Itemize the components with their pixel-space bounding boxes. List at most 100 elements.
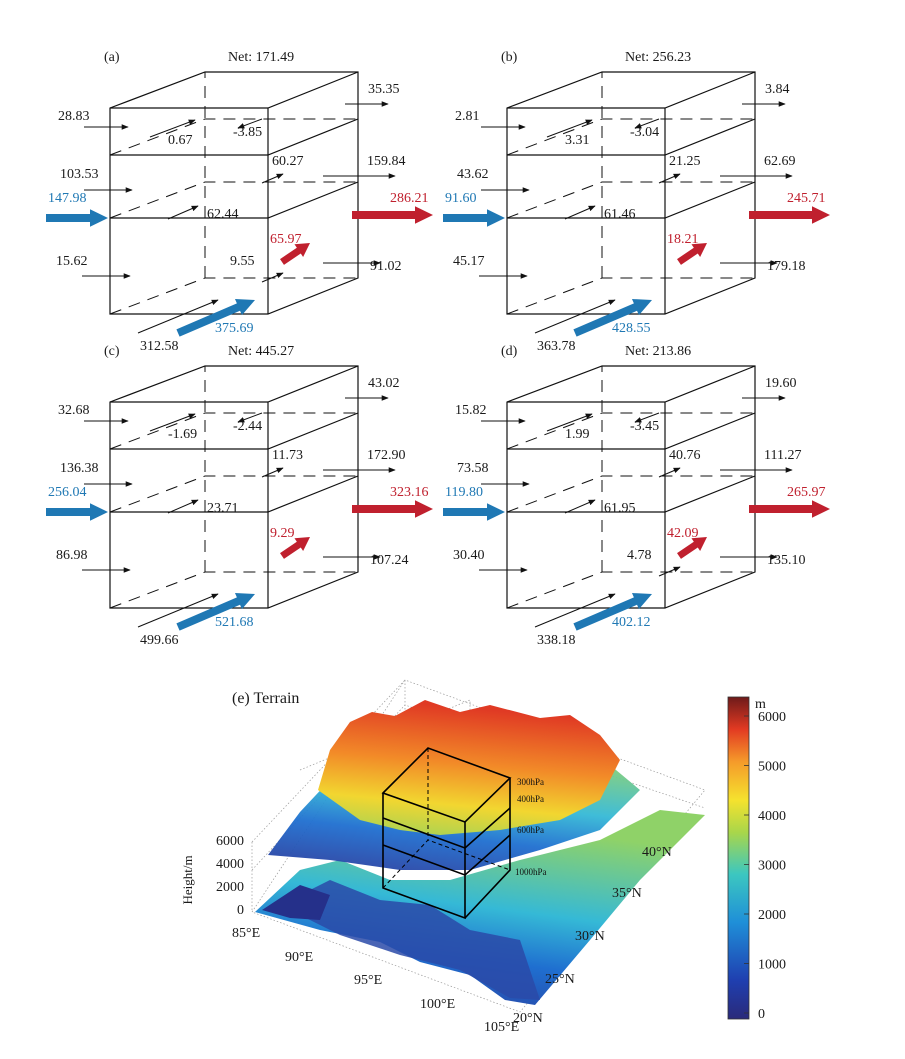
panel-tag: (d) xyxy=(501,344,518,359)
bottom-inflow-arrow xyxy=(137,593,219,628)
mid-vertical-value: 61.46 xyxy=(604,207,636,222)
bottom-inflow-arrow xyxy=(137,299,219,334)
low-vertical-arrow xyxy=(677,243,707,265)
total-inflow-arrow xyxy=(443,209,505,227)
box-hidden-edges xyxy=(506,366,755,609)
colorbar-unit: m xyxy=(755,697,766,712)
top-interior-arrow-2 xyxy=(634,118,660,129)
z-axis-label: Height/m xyxy=(180,855,195,904)
total-outflow-value: 265.97 xyxy=(787,485,826,500)
box-hidden-edges xyxy=(506,72,755,315)
top-inflow-value: 15.82 xyxy=(455,403,487,418)
mid-interior-arrow xyxy=(261,173,284,184)
top-outflow-value: 35.35 xyxy=(368,82,400,97)
bottom-inflow-value: 363.78 xyxy=(537,339,576,354)
total-inflow-arrow xyxy=(46,503,108,521)
terrain-surface xyxy=(255,700,705,1005)
low-inflow-value: 45.17 xyxy=(453,254,485,269)
level-label-300: 300hPa xyxy=(517,777,544,787)
mid-outflow-value: 172.90 xyxy=(367,448,406,463)
total-inflow-arrow xyxy=(46,209,108,227)
top-inflow-value: 28.83 xyxy=(58,109,90,124)
mid-interior-value: 21.25 xyxy=(669,154,701,169)
box-hidden-edges xyxy=(109,366,358,609)
low-inflow-value: 15.62 xyxy=(56,254,88,269)
flux-panels: (a) Net: 171.49 28.83 0.67 -3.85 35.35 103.53 6… xyxy=(46,50,830,648)
mid-vertical-arrow xyxy=(564,499,596,514)
low-outflow-value: 107.24 xyxy=(370,553,409,568)
mid-interior-arrow xyxy=(658,467,681,478)
level-label-400: 400hPa xyxy=(517,794,544,804)
bottom-inflow-value: 338.18 xyxy=(537,633,576,648)
mid-inflow-value: 43.62 xyxy=(457,167,489,182)
net-value: Net: 445.27 xyxy=(228,344,294,359)
mid-inflow-value: 103.53 xyxy=(60,167,99,182)
top-outflow-value: 19.60 xyxy=(765,376,797,391)
flux-panel-3: (d) Net: 213.86 15.82 1.99 -3.45 19.60 73.58 40… xyxy=(443,344,830,648)
mid-interior-value: 11.73 xyxy=(272,448,303,463)
total-inflow-value: 91.60 xyxy=(445,191,477,206)
bottom-inflow-blue-value: 375.69 xyxy=(215,321,254,336)
low-inflow-value: 86.98 xyxy=(56,548,88,563)
bottom-inflow-blue-arrow xyxy=(573,299,652,337)
top-interior-arrow-2 xyxy=(237,412,263,423)
level-label-1000: 1000hPa xyxy=(515,867,547,877)
top-interior-value-2: -3.04 xyxy=(630,125,659,140)
top-interior-arrow-2 xyxy=(237,118,263,129)
y-axis-ticks: 20°N 25°N 30°N 35°N 40°N xyxy=(513,845,672,1026)
colorbar-tick-6000: 6000 xyxy=(758,710,786,725)
top-interior-value-2: -3.45 xyxy=(630,419,659,434)
low-outflow-value: 135.10 xyxy=(767,553,806,568)
colorbar-tick-5000: 5000 xyxy=(758,760,786,775)
z-tick-0: 0 xyxy=(237,903,244,918)
total-inflow-value: 119.80 xyxy=(445,485,483,500)
level-label-600: 600hPa xyxy=(517,825,544,835)
total-outflow-arrow xyxy=(749,206,830,224)
top-interior-arrow-1 xyxy=(546,413,593,432)
y-tick-1: 25°N xyxy=(545,972,575,987)
terrain-plateau xyxy=(318,700,620,835)
top-interior-arrow-2 xyxy=(634,412,660,423)
terrain-south-lowland xyxy=(280,880,540,1000)
low-interior-arrow xyxy=(261,272,284,283)
total-inflow-value: 147.98 xyxy=(48,191,87,206)
terrain-title: (e) Terrain xyxy=(232,690,299,707)
low-interior-value: 4.78 xyxy=(627,548,652,563)
z-axis-ticks: 6000 4000 2000 0 xyxy=(216,834,244,918)
net-value: Net: 213.86 xyxy=(625,344,691,359)
mid-vertical-arrow xyxy=(167,205,199,220)
colorbar-tick-3000: 3000 xyxy=(758,859,786,874)
bottom-inflow-value: 312.58 xyxy=(140,339,179,354)
terrain-study-box xyxy=(381,747,512,920)
low-outflow-value: 91.02 xyxy=(370,259,402,274)
bottom-inflow-blue-value: 402.12 xyxy=(612,615,651,630)
mid-outflow-value: 111.27 xyxy=(764,448,801,463)
low-interior-arrow xyxy=(658,566,681,577)
panel-tag: (a) xyxy=(104,50,120,65)
total-outflow-arrow xyxy=(352,500,433,518)
mid-interior-arrow xyxy=(261,467,284,478)
bottom-inflow-blue-arrow xyxy=(573,593,652,631)
colorbar-tick-0: 0 xyxy=(758,1007,765,1022)
mid-interior-value: 60.27 xyxy=(272,154,304,169)
mid-interior-value: 40.76 xyxy=(669,448,701,463)
top-outflow-value: 43.02 xyxy=(368,376,400,391)
y-tick-2: 30°N xyxy=(575,929,605,944)
y-tick-3: 35°N xyxy=(612,886,642,901)
mid-vertical-arrow xyxy=(167,499,199,514)
mid-vertical-value: 62.44 xyxy=(207,207,239,222)
z-tick-2000: 2000 xyxy=(216,880,244,895)
low-vertical-arrow xyxy=(280,243,310,265)
flux-panel-2: (c) Net: 445.27 32.68 -1.69 -2.44 43.02 136.38… xyxy=(46,344,433,648)
mid-inflow-value: 136.38 xyxy=(60,461,99,476)
mid-interior-arrow xyxy=(658,173,681,184)
top-interior-value-1: -1.69 xyxy=(168,427,197,442)
colorbar xyxy=(727,696,750,1020)
top-inflow-value: 2.81 xyxy=(455,109,480,124)
low-vertical-value: 65.97 xyxy=(270,232,302,247)
mid-outflow-value: 62.69 xyxy=(764,154,796,169)
x-tick-3: 100°E xyxy=(420,997,455,1012)
mid-vertical-arrow xyxy=(564,205,596,220)
mid-outflow-value: 159.84 xyxy=(367,154,406,169)
